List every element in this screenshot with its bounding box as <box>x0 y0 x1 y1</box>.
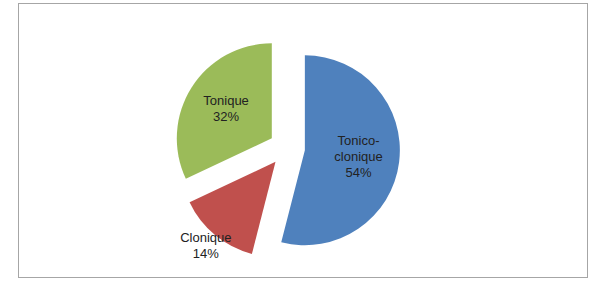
pie-slice <box>281 55 400 245</box>
category-label: Tonico-clonique <box>334 133 382 164</box>
label-line: Tonique <box>203 93 249 108</box>
label-line: clonique <box>334 149 382 164</box>
value-label: 32% <box>213 109 239 124</box>
category-label: Tonique <box>203 93 249 108</box>
value-label: 54% <box>346 165 372 180</box>
chart-frame <box>19 4 588 278</box>
slices <box>177 43 400 254</box>
value-label: 14% <box>193 246 219 261</box>
category-label: Clonique <box>180 230 231 245</box>
chart: Tonico-clonique54% Clonique14% Tonique32% <box>0 0 598 286</box>
label-line: Clonique <box>180 230 231 245</box>
labels: Tonico-clonique54% Clonique14% Tonique32% <box>180 93 383 261</box>
pie-slice <box>177 43 272 178</box>
label-line: Tonico- <box>338 133 380 148</box>
